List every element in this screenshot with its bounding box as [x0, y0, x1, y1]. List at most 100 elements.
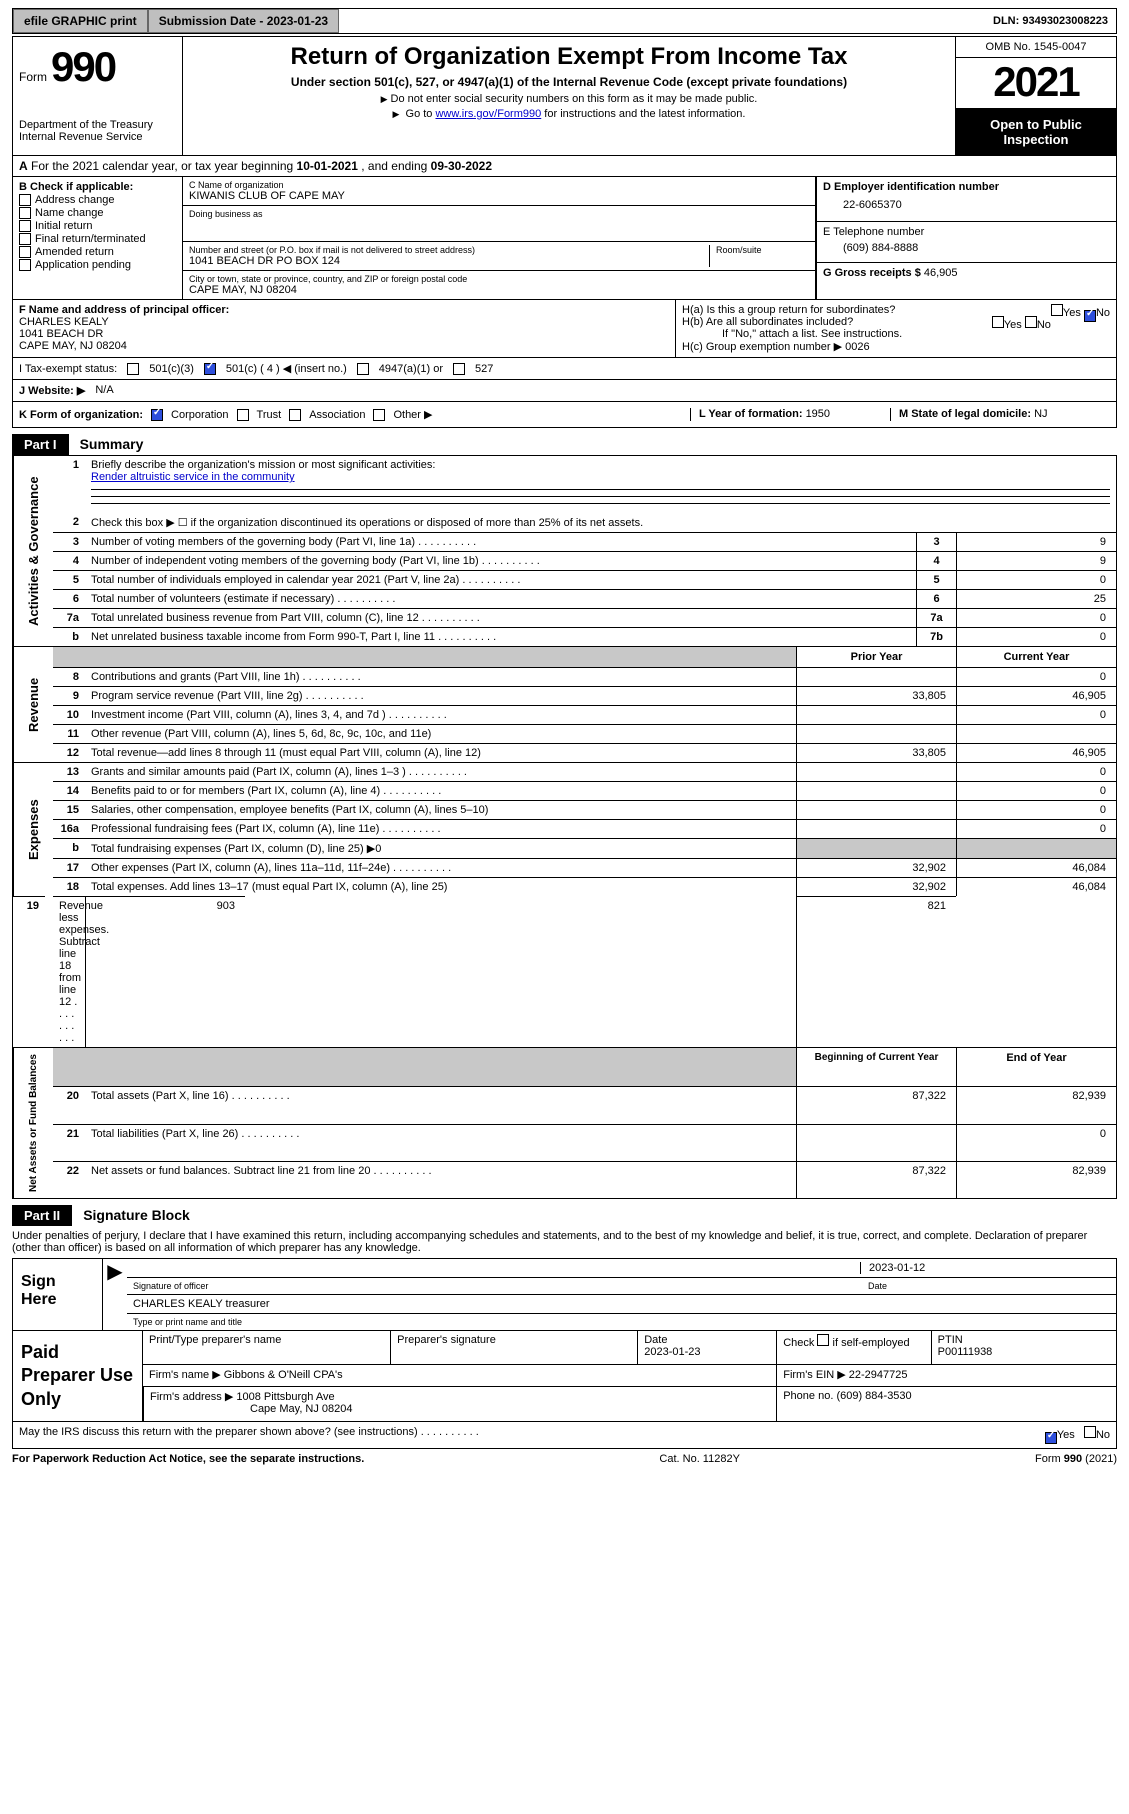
- row-i: I Tax-exempt status: 501(c)(3) 501(c) ( …: [12, 358, 1117, 380]
- officer-addr2: CAPE MAY, NJ 08204: [19, 340, 669, 352]
- footer: For Paperwork Reduction Act Notice, see …: [12, 1449, 1117, 1469]
- part1-title: Summary: [72, 433, 152, 455]
- penalty-text: Under penalties of perjury, I declare th…: [12, 1226, 1117, 1258]
- date-label: Date: [860, 1281, 1110, 1291]
- subtitle-2: Do not enter social security numbers on …: [193, 93, 945, 105]
- city-label: City or town, state or province, country…: [189, 274, 809, 284]
- ck-address-change[interactable]: [19, 194, 31, 206]
- tax-year: 2021: [956, 58, 1116, 109]
- part2-hdr: Part II: [12, 1205, 72, 1226]
- vtab-netassets: Net Assets or Fund Balances: [13, 1048, 53, 1198]
- type-label: Type or print name and title: [133, 1317, 242, 1327]
- b-label: B Check if applicable:: [19, 181, 176, 193]
- part1-hdr: Part I: [12, 434, 69, 455]
- topbar: efile GRAPHIC print Submission Date - 20…: [12, 8, 1117, 34]
- telephone: (609) 884-8888: [823, 238, 1110, 258]
- l1-label: Briefly describe the organization's miss…: [91, 459, 1110, 471]
- hb-no[interactable]: [1025, 316, 1037, 328]
- ck-self-employed[interactable]: [817, 1334, 829, 1346]
- ck-trust[interactable]: [237, 409, 249, 421]
- block-bcdefg: B Check if applicable: Address change Na…: [12, 177, 1117, 300]
- org-name: KIWANIS CLUB OF CAPE MAY: [189, 190, 809, 202]
- omb-number: OMB No. 1545-0047: [956, 37, 1116, 58]
- l2: Check this box ▶ ☐ if the organization d…: [85, 513, 1116, 532]
- form-title: Return of Organization Exempt From Incom…: [193, 43, 945, 71]
- sign-here-block: Sign Here ▶ 2023-01-12 Signature of offi…: [12, 1258, 1117, 1331]
- dba-label: Doing business as: [189, 209, 809, 219]
- sig-officer-label: Signature of officer: [133, 1281, 860, 1291]
- ck-other[interactable]: [373, 409, 385, 421]
- ck-amended[interactable]: [19, 246, 31, 258]
- ein: 22-6065370: [823, 193, 1110, 217]
- sig-date: 2023-01-12: [860, 1262, 1110, 1274]
- g-label: G Gross receipts $: [823, 267, 924, 279]
- org-city: CAPE MAY, NJ 08204: [189, 284, 809, 296]
- vtab-governance: Activities & Governance: [13, 456, 53, 646]
- form-word: Form: [19, 70, 47, 84]
- ck-501c[interactable]: [204, 363, 216, 375]
- ck-final-return[interactable]: [19, 233, 31, 245]
- website: N/A: [95, 384, 113, 397]
- subdate-btn[interactable]: Submission Date - 2023-01-23: [148, 9, 339, 33]
- i-label: I Tax-exempt status:: [19, 363, 117, 375]
- firm-addr2: Cape May, NJ 08204: [150, 1403, 353, 1415]
- form-header: Form 990 Department of the Treasury Inte…: [12, 36, 1117, 156]
- ha-no[interactable]: [1084, 310, 1096, 322]
- hb-label: H(b) Are all subordinates included?: [682, 316, 853, 328]
- ck-assoc[interactable]: [289, 409, 301, 421]
- officer-name: CHARLES KEALY: [19, 316, 669, 328]
- irs-link[interactable]: www.irs.gov/Form990: [435, 108, 541, 120]
- ck-corp[interactable]: [151, 409, 163, 421]
- room-label: Room/suite: [716, 245, 809, 255]
- ptin: P00111938: [938, 1346, 993, 1358]
- addr-label: Number and street (or P.O. box if mail i…: [189, 245, 709, 255]
- row-a: A For the 2021 calendar year, or tax yea…: [12, 156, 1117, 177]
- sign-here-label: Sign Here: [13, 1259, 103, 1330]
- firm-addr1: 1008 Pittsburgh Ave: [236, 1391, 334, 1403]
- org-address: 1041 BEACH DR PO BOX 124: [189, 255, 709, 267]
- c-name-label: C Name of organization: [189, 180, 809, 190]
- row-j: J Website: ▶ N/A: [12, 380, 1117, 402]
- hc-val: 0026: [845, 341, 869, 353]
- hc-label: H(c) Group exemption number ▶: [682, 341, 845, 353]
- e-label: E Telephone number: [823, 226, 1110, 238]
- dept: Department of the Treasury Internal Reve…: [19, 119, 176, 143]
- f-label: F Name and address of principal officer:: [19, 304, 669, 316]
- gross-receipts: 46,905: [924, 267, 958, 279]
- ck-4947[interactable]: [357, 363, 369, 375]
- may-no[interactable]: [1084, 1426, 1096, 1438]
- summary-netassets: Net Assets or Fund Balances Beginning of…: [12, 1048, 1117, 1199]
- paid-preparer-block: Paid Preparer Use Only Print/Type prepar…: [12, 1331, 1117, 1422]
- vtab-revenue: Revenue: [13, 647, 53, 762]
- l1-mission[interactable]: Render altruistic service in the communi…: [91, 471, 1110, 483]
- open-inspection: Open to Public Inspection: [956, 109, 1116, 155]
- ck-initial-return[interactable]: [19, 220, 31, 232]
- hb-yes[interactable]: [992, 316, 1004, 328]
- officer-addr1: 1041 BEACH DR: [19, 328, 669, 340]
- part2-title: Signature Block: [75, 1204, 198, 1226]
- summary-governance: Activities & Governance 1 Briefly descri…: [12, 455, 1117, 647]
- firm-name: Gibbons & O'Neill CPA's: [224, 1369, 343, 1381]
- efile-btn[interactable]: efile GRAPHIC print: [13, 9, 148, 33]
- state-domicile: NJ: [1034, 408, 1047, 420]
- ck-application-pending[interactable]: [19, 259, 31, 271]
- ck-name-change[interactable]: [19, 207, 31, 219]
- row-k: K Form of organization: Corporation Trus…: [12, 402, 1117, 428]
- d-label: D Employer identification number: [823, 181, 1110, 193]
- may-yes[interactable]: [1045, 1432, 1057, 1444]
- row-fh: F Name and address of principal officer:…: [12, 300, 1117, 358]
- dln-label: DLN: 93493023008223: [985, 11, 1116, 31]
- ha-label: H(a) Is this a group return for subordin…: [682, 304, 895, 316]
- subtitle-1: Under section 501(c), 527, or 4947(a)(1)…: [193, 75, 945, 89]
- vtab-expenses: Expenses: [13, 763, 53, 896]
- firm-ein: 22-2947725: [849, 1369, 908, 1381]
- subtitle-3: Go to www.irs.gov/Form990 for instructio…: [193, 108, 945, 120]
- may-irs-discuss: May the IRS discuss this return with the…: [12, 1422, 1117, 1449]
- summary-expenses: Expenses 13Grants and similar amounts pa…: [12, 763, 1117, 1048]
- ck-501c3[interactable]: [127, 363, 139, 375]
- ha-yes[interactable]: [1051, 304, 1063, 316]
- officer-name-title: CHARLES KEALY treasurer: [133, 1298, 270, 1310]
- paid-label: Paid Preparer Use Only: [13, 1331, 143, 1421]
- summary-revenue: Revenue Prior YearCurrent Year 8Contribu…: [12, 647, 1117, 763]
- ck-527[interactable]: [453, 363, 465, 375]
